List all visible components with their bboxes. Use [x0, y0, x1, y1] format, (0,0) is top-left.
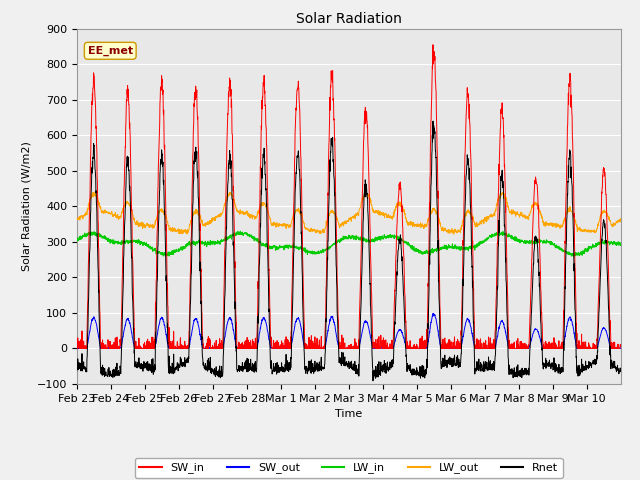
X-axis label: Time: Time [335, 409, 362, 419]
LW_out [127, 206, 135, 212]
Line: SW_in: SW_in [77, 45, 621, 348]
SW_in [127, 184, 135, 190]
Rnet [369, 378, 377, 384]
LW_out [245, 212, 253, 218]
Rnet [73, 368, 81, 374]
SW_out [609, 345, 617, 350]
SW_out [381, 346, 389, 351]
LW_in [127, 239, 135, 245]
Rnet [381, 368, 389, 373]
LW_out [513, 212, 521, 217]
SW_in [513, 345, 520, 350]
SW_in [429, 42, 437, 48]
SW_in [73, 346, 81, 351]
SW_out [429, 311, 437, 316]
Title: Solar Radiation: Solar Radiation [296, 12, 402, 26]
Rnet [127, 238, 135, 244]
SW_in [543, 346, 551, 351]
SW_out [543, 346, 551, 351]
LW_in [544, 238, 552, 244]
Rnet [513, 364, 521, 370]
LW_out [617, 216, 625, 221]
Rnet [617, 369, 625, 374]
LW_in [617, 241, 625, 247]
LW_in [245, 233, 253, 239]
LW_in [610, 240, 618, 246]
LW_out [73, 215, 81, 221]
Rnet [429, 118, 437, 124]
Rnet [244, 366, 252, 372]
SW_out [513, 345, 520, 351]
Line: SW_out: SW_out [77, 313, 621, 348]
LW_in [382, 233, 390, 239]
SW_in [617, 343, 625, 348]
LW_in [159, 253, 167, 259]
Line: LW_out: LW_out [77, 192, 621, 234]
SW_out [617, 345, 625, 351]
SW_in [381, 346, 389, 351]
LW_out [381, 212, 389, 217]
LW_out [89, 189, 97, 195]
Rnet [544, 361, 552, 367]
SW_out [244, 346, 252, 351]
SW_out [73, 346, 81, 351]
SW_in [244, 346, 252, 351]
Rnet [610, 365, 618, 371]
Line: LW_in: LW_in [77, 231, 621, 256]
Text: EE_met: EE_met [88, 46, 133, 56]
LW_in [513, 237, 521, 242]
Line: Rnet: Rnet [77, 121, 621, 381]
LW_out [450, 231, 458, 237]
SW_out [127, 327, 135, 333]
LW_in [236, 228, 244, 234]
Y-axis label: Solar Radiation (W/m2): Solar Radiation (W/m2) [21, 142, 31, 271]
LW_in [73, 238, 81, 243]
LW_out [610, 221, 618, 227]
Legend: SW_in, SW_out, LW_in, LW_out, Rnet: SW_in, SW_out, LW_in, LW_out, Rnet [135, 458, 563, 478]
SW_in [609, 340, 617, 346]
LW_out [544, 221, 552, 227]
